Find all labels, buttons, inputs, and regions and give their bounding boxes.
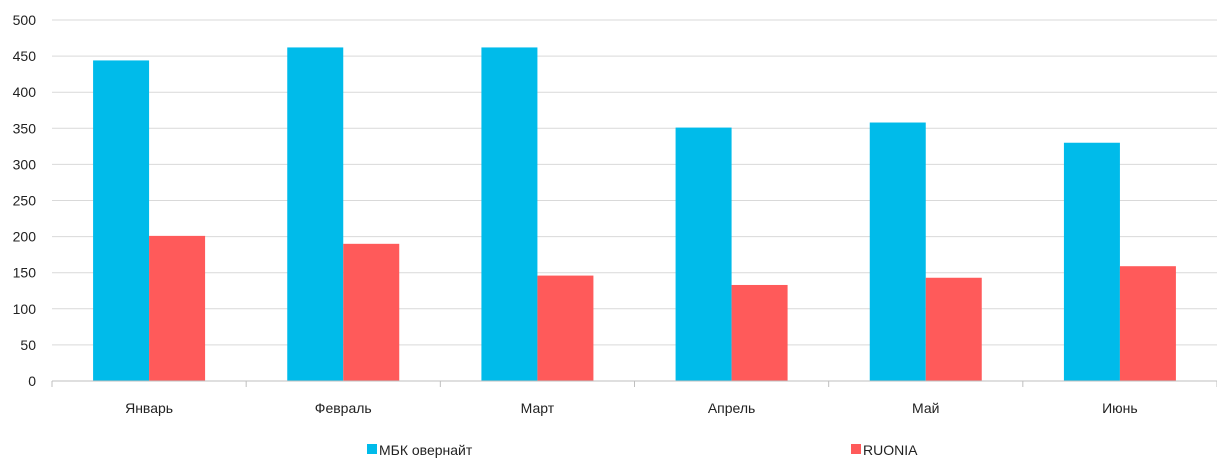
bar-mbk-overnight <box>287 47 344 381</box>
y-tick-label: 250 <box>13 193 37 209</box>
legend-label: МБК овернайт <box>379 442 473 458</box>
legend-swatch <box>851 444 861 454</box>
x-tick-label: Май <box>912 400 939 416</box>
x-axis <box>51 380 1217 387</box>
y-tick-label: 150 <box>13 265 37 281</box>
bar-mbk-overnight <box>93 60 150 381</box>
bar-mbk-overnight <box>869 122 926 382</box>
y-tick-label: 500 <box>13 12 37 28</box>
bar-ruonia <box>149 235 206 381</box>
legend-swatch <box>367 444 377 454</box>
gridlines <box>52 19 1217 346</box>
bar-ruonia <box>925 277 982 381</box>
bar-ruonia <box>1119 266 1176 381</box>
legend-label: RUONIA <box>863 442 918 458</box>
x-tick-label: Апрель <box>708 400 756 416</box>
y-tick-label: 350 <box>13 120 37 136</box>
y-tick-label: 100 <box>13 301 37 317</box>
legend-item-ruonia: RUONIA <box>851 442 918 458</box>
bar-ruonia <box>537 275 594 381</box>
y-tick-label: 450 <box>13 48 37 64</box>
x-tick-label: Июнь <box>1102 400 1138 416</box>
x-tick-label: Январь <box>125 400 173 416</box>
bar-mbk-overnight <box>675 127 732 381</box>
legend-item-mbk-overnight: МБК овернайт <box>367 442 473 458</box>
y-tick-label: 200 <box>13 229 37 245</box>
y-axis-tick-labels: 0 50 100 150 200 250 300 350 400 450 500 <box>13 12 37 389</box>
legend: МБК овернайт RUONIA <box>367 442 918 458</box>
bars <box>93 47 1176 382</box>
y-tick-label: 400 <box>13 84 37 100</box>
y-tick-label: 50 <box>20 337 36 353</box>
x-tick-label: Февраль <box>315 400 372 416</box>
y-tick-label: 300 <box>13 156 37 172</box>
x-tick-label: Март <box>521 400 555 416</box>
y-tick-label: 0 <box>28 373 36 389</box>
x-axis-tick-labels: Январь Февраль Март Апрель Май Июнь <box>125 400 1138 416</box>
bar-ruonia <box>343 243 400 381</box>
bar-mbk-overnight <box>1063 142 1120 381</box>
bar-mbk-overnight <box>481 47 538 381</box>
bar-ruonia <box>731 284 788 381</box>
